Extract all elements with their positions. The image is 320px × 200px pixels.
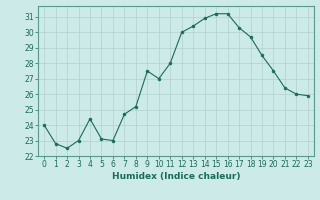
X-axis label: Humidex (Indice chaleur): Humidex (Indice chaleur) [112, 172, 240, 181]
